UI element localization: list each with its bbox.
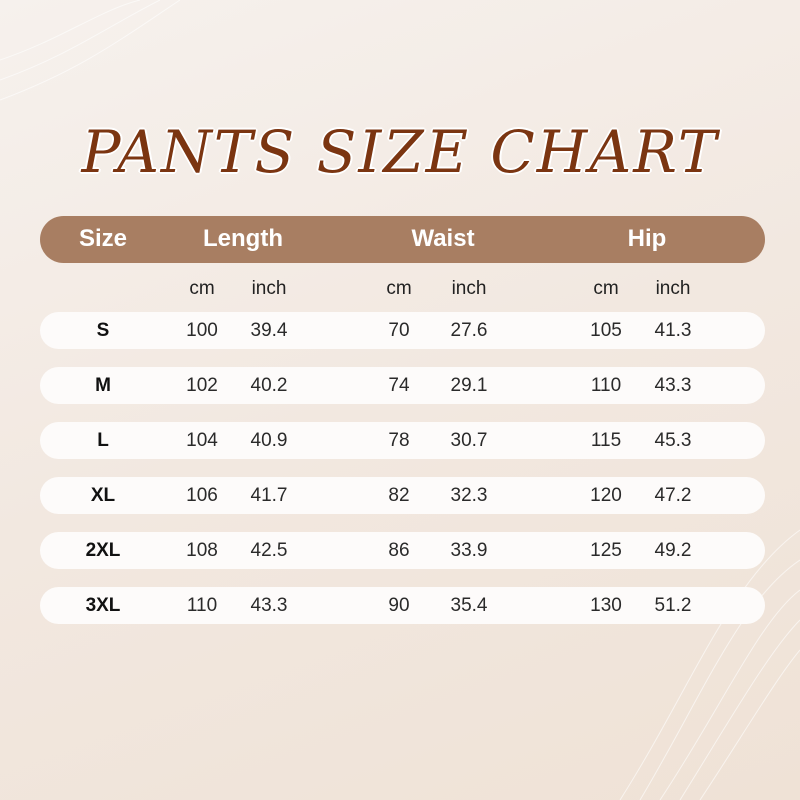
measurement-value: 106 (186, 485, 218, 506)
units-row: cm inch cm inch cm inch (40, 278, 765, 302)
measurement-value: 104 (186, 430, 218, 451)
table-row: L 104 40.9 78 30.7 115 45.3 (40, 422, 765, 459)
measurement-value: 43.3 (250, 595, 288, 616)
measurement-value: 40.9 (250, 430, 288, 451)
measurement-value: 130 (590, 595, 622, 616)
table-row: S 100 39.4 70 27.6 105 41.3 (40, 312, 765, 349)
unit-label: cm (386, 278, 412, 299)
size-label: 3XL (85, 595, 121, 616)
measurement-value: 51.2 (654, 595, 692, 616)
unit-label: inch (655, 278, 691, 299)
measurement-value: 49.2 (654, 540, 692, 561)
measurement-value: 86 (388, 540, 410, 561)
table-row: 2XL 108 42.5 86 33.9 125 49.2 (40, 532, 765, 569)
header-waist: Waist (411, 225, 475, 252)
measurement-value: 105 (590, 320, 622, 341)
unit-label: inch (251, 278, 287, 299)
measurement-value: 29.1 (450, 375, 488, 396)
measurement-value: 39.4 (250, 320, 288, 341)
measurement-value: 120 (590, 485, 622, 506)
table-header-bar: Size Length Waist Hip (40, 216, 765, 263)
measurement-value: 125 (590, 540, 622, 561)
measurement-value: 43.3 (654, 375, 692, 396)
size-label: XL (90, 485, 116, 506)
measurement-value: 42.5 (250, 540, 288, 561)
measurement-value: 70 (388, 320, 410, 341)
size-label: S (96, 320, 110, 341)
measurement-value: 33.9 (450, 540, 488, 561)
measurement-value: 35.4 (450, 595, 488, 616)
measurement-value: 110 (186, 595, 218, 616)
page-title: PANTS SIZE CHART (81, 118, 719, 186)
measurement-value: 115 (590, 430, 622, 451)
measurement-value: 74 (388, 375, 410, 396)
size-label: L (97, 430, 109, 451)
measurement-value: 110 (590, 375, 622, 396)
measurement-value: 102 (186, 375, 218, 396)
measurement-value: 30.7 (450, 430, 488, 451)
measurement-value: 41.7 (250, 485, 288, 506)
measurement-value: 82 (388, 485, 410, 506)
table-row: 3XL 110 43.3 90 35.4 130 51.2 (40, 587, 765, 624)
header-size: Size (78, 225, 128, 252)
measurement-value: 40.2 (250, 375, 288, 396)
measurement-value: 45.3 (654, 430, 692, 451)
table-row: M 102 40.2 74 29.1 110 43.3 (40, 367, 765, 404)
size-label: M (95, 375, 111, 396)
measurement-value: 108 (186, 540, 218, 561)
unit-label: cm (189, 278, 215, 299)
measurement-value: 32.3 (450, 485, 488, 506)
measurement-value: 47.2 (654, 485, 692, 506)
measurement-value: 90 (388, 595, 410, 616)
unit-label: cm (593, 278, 619, 299)
measurement-value: 41.3 (654, 320, 692, 341)
table-row: XL 106 41.7 82 32.3 120 47.2 (40, 477, 765, 514)
header-hip: Hip (627, 225, 667, 252)
unit-label: inch (451, 278, 487, 299)
size-label: 2XL (85, 540, 121, 561)
measurement-value: 78 (388, 430, 410, 451)
measurement-value: 100 (186, 320, 218, 341)
header-length: Length (203, 225, 283, 252)
measurement-value: 27.6 (450, 320, 488, 341)
